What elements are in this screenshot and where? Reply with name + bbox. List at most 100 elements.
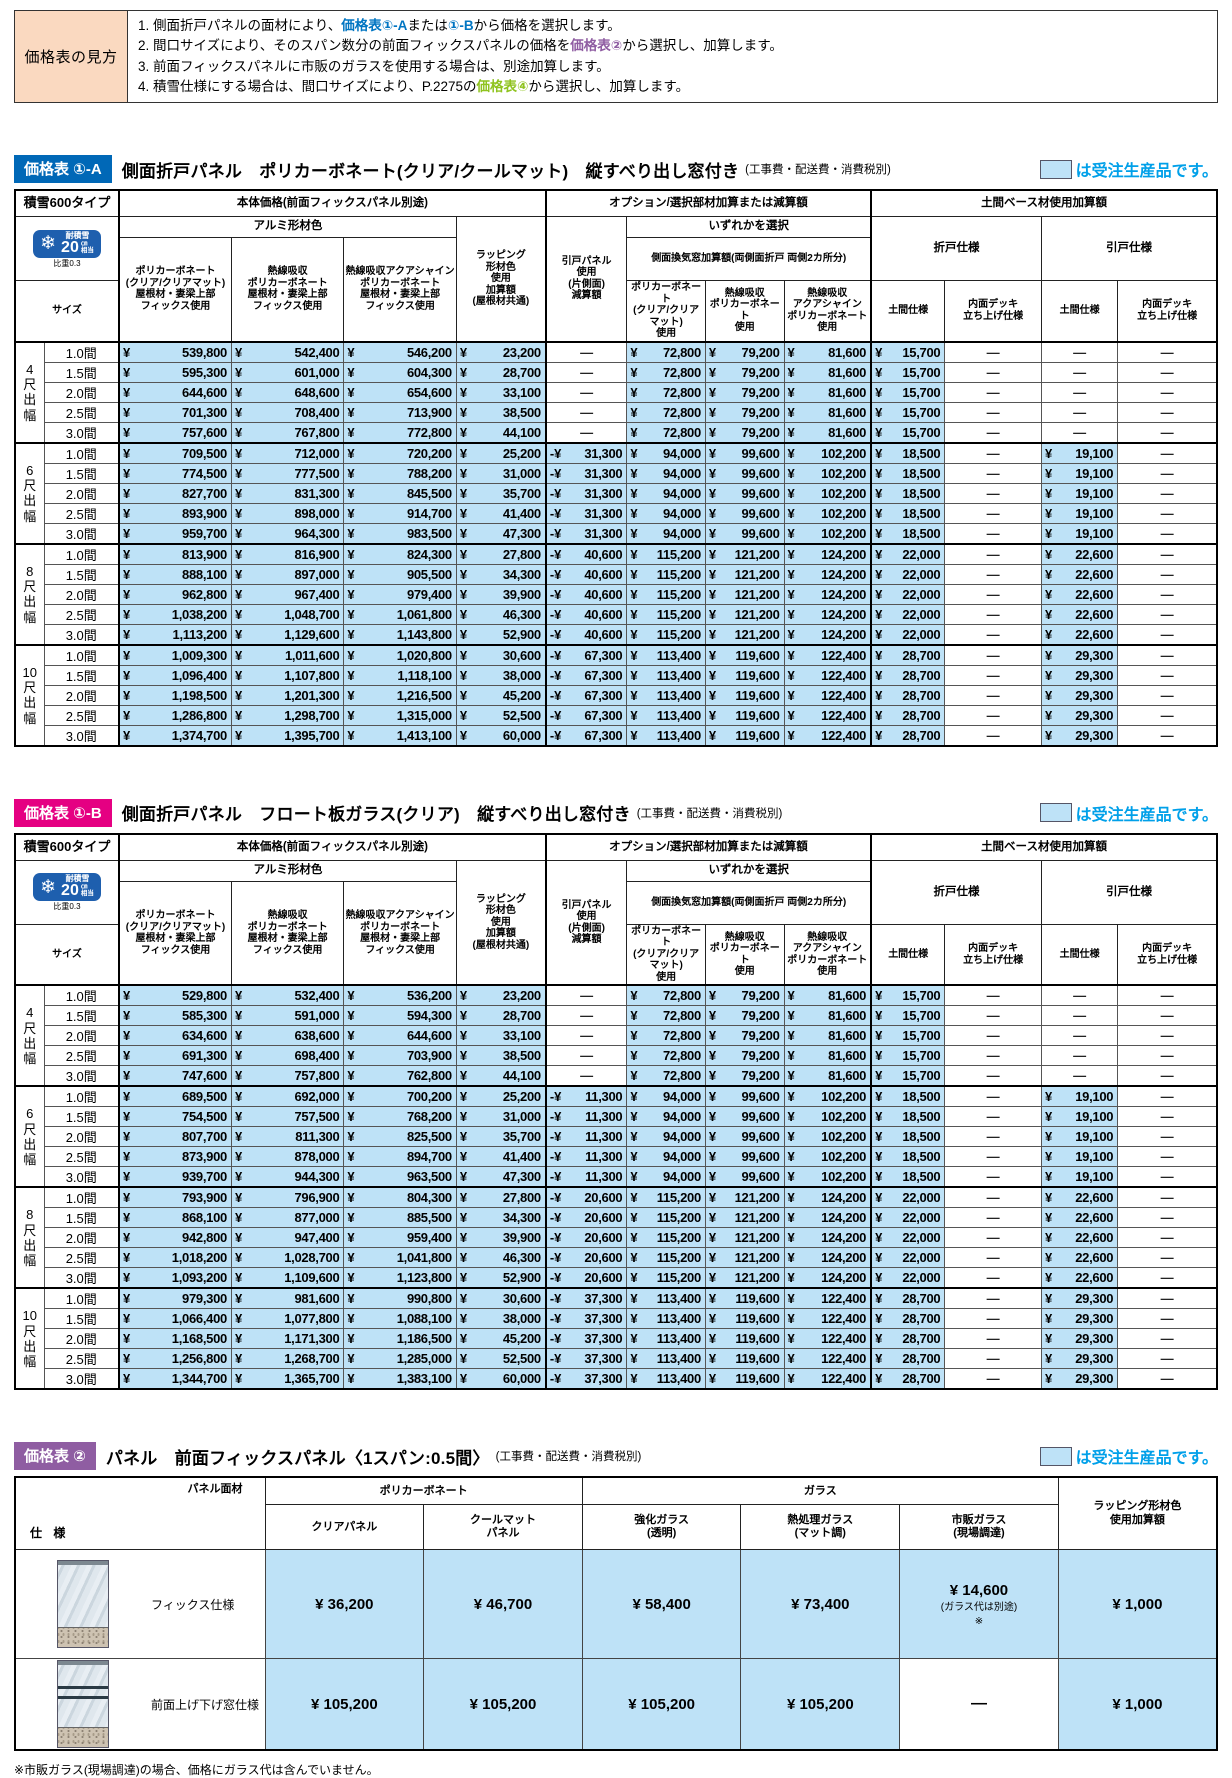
price-cell: ¥81,600 xyxy=(783,1065,872,1087)
price-cell: ¥47,300 xyxy=(455,1166,547,1188)
price-cell: ¥768,200 xyxy=(343,1106,457,1128)
price-cell: ¥967,400 xyxy=(230,583,345,605)
size-group-label: 4 尺 出 幅 xyxy=(14,984,45,1087)
size-header: サイズ xyxy=(14,280,120,343)
span-size-cell: 3.0間 xyxy=(43,1267,120,1289)
price-cell: ¥79,200 xyxy=(704,984,785,1007)
table-row: 1.5間 ¥774,500 ¥777,500 ¥788,200 ¥31,000 -¥ 31,… xyxy=(15,462,1218,484)
price-cell: — xyxy=(1117,623,1218,646)
price-cell: ¥19,100 xyxy=(1041,1106,1119,1128)
price-cell: ¥595,300 xyxy=(117,361,232,383)
price-cell: ¥709,500 xyxy=(117,441,232,464)
price-cell: ¥115,200 xyxy=(626,1227,706,1249)
price-cell: ¥754,500 xyxy=(117,1106,232,1128)
deck-header: 内面デッキ 立ち上げ仕様 xyxy=(944,923,1043,986)
price-cell: ¥38,500 xyxy=(455,401,547,423)
price-cell: ¥831,300 xyxy=(230,482,345,504)
spec-label-cell: 前面上げ下げ窓仕様 xyxy=(14,1658,266,1751)
price-cell: -¥ 31,300 xyxy=(544,462,628,484)
price-cell: ¥121,200 xyxy=(704,542,785,565)
price-cell: -¥ 67,300 xyxy=(544,724,628,747)
price-cell: — xyxy=(1117,542,1218,565)
price-cell: ¥102,200 xyxy=(783,462,872,484)
price-cell: ¥47,300 xyxy=(455,522,547,545)
price-cell: ¥72,800 xyxy=(626,1025,706,1047)
size-header: サイズ xyxy=(14,923,120,986)
price-cell: ¥122,400 xyxy=(783,1368,872,1390)
price-cell: ¥99,600 xyxy=(704,1166,785,1188)
price-cell: -¥ 67,300 xyxy=(544,684,628,706)
deck-header: 内面デッキ 立ち上げ仕様 xyxy=(944,280,1043,343)
price-cell: ¥18,500 xyxy=(870,1166,946,1188)
price-cell: ¥81,600 xyxy=(783,421,872,444)
price-cell: ¥ 105,200 xyxy=(581,1658,742,1751)
price-cell: ¥788,200 xyxy=(343,462,457,484)
price-cell: — xyxy=(944,421,1043,444)
price-cell: ¥15,700 xyxy=(870,381,946,403)
span-size-cell: 1.5間 xyxy=(43,1106,120,1128)
price-cell: ¥585,300 xyxy=(117,1005,232,1027)
hikido-panel-header: 引戸パネル 使用 (片側面) 減算額 xyxy=(544,859,628,986)
howto-line: 3. 前面フィックスパネルに市販のガラスを使用する場合は、別途加算します。 xyxy=(138,57,1207,77)
price-cell: ¥536,200 xyxy=(343,984,457,1007)
snow-badge-right: 耐積雪 20 ㎝ 相当 xyxy=(61,230,94,256)
price-cell: ¥72,800 xyxy=(626,340,706,363)
price-cell: ¥124,200 xyxy=(783,623,872,646)
glass-area xyxy=(58,1561,108,1628)
price-cell: ¥804,300 xyxy=(343,1186,457,1209)
price-cell: -¥ 40,600 xyxy=(544,603,628,625)
price-cell: ¥113,400 xyxy=(626,643,706,666)
price-cell: ¥22,600 xyxy=(1041,1227,1119,1249)
price-cell: ¥28,700 xyxy=(870,1328,946,1350)
price-cell: -¥ 20,600 xyxy=(544,1186,628,1209)
price-cell: — xyxy=(1117,1085,1218,1108)
price-cell: ¥72,800 xyxy=(626,381,706,403)
span-size-cell: 2.5間 xyxy=(43,502,120,524)
span-size-cell: 2.0間 xyxy=(43,1328,120,1350)
price-cell: ¥1,011,600 xyxy=(230,643,345,666)
price-cell: ¥15,700 xyxy=(870,1025,946,1047)
price-cell: ¥29,300 xyxy=(1041,1308,1119,1330)
price-cell: ¥52,500 xyxy=(455,1348,547,1370)
price-cell: ¥638,600 xyxy=(230,1025,345,1047)
wrap-color-header: ラッピング 形材色 使用 加算額 (屋根材共通) xyxy=(455,215,547,343)
price-cell: — xyxy=(1117,984,1218,1007)
price-cell: — xyxy=(1041,401,1119,423)
price-cell: — xyxy=(1041,1045,1119,1067)
diagonal-corner-cell: パネル面材 仕 様 xyxy=(14,1476,266,1551)
price-cell: ¥52,900 xyxy=(455,1267,547,1289)
table-row: 3.0間 ¥939,700 ¥944,300 ¥963,500 ¥47,300 -¥ 11,… xyxy=(15,1166,1218,1188)
price-cell: ¥644,600 xyxy=(343,1025,457,1047)
price-cell: — xyxy=(1117,724,1218,747)
price-cell: ¥1,286,800 xyxy=(117,704,232,726)
price-cell: ¥22,000 xyxy=(870,583,946,605)
price-cell: ¥34,300 xyxy=(455,563,547,585)
price-cell: ¥539,800 xyxy=(117,340,232,363)
price-cell: — xyxy=(1117,1368,1218,1390)
price-cell: ¥893,900 xyxy=(117,502,232,524)
price-cell: ¥1,344,700 xyxy=(117,1368,232,1390)
table-row: 3.0間 ¥1,344,700 ¥1,365,700 ¥1,383,100 ¥60,00… xyxy=(15,1368,1218,1390)
price-cell: ¥122,400 xyxy=(783,684,872,706)
body-price-group-header: 本体価格(前面フィックスパネル別途) xyxy=(117,833,547,861)
price-cell: ¥885,500 xyxy=(343,1207,457,1229)
price-cell: ¥757,500 xyxy=(230,1106,345,1128)
price-cell: ¥81,600 xyxy=(783,381,872,403)
price-cell: ¥124,200 xyxy=(783,1227,872,1249)
price-cell: ¥824,300 xyxy=(343,542,457,565)
section-note: (工事費・配送費・消費税別) xyxy=(745,164,891,176)
price-cell: — xyxy=(1117,1065,1218,1087)
price-cell: ¥121,200 xyxy=(704,583,785,605)
vent-poly-header: ポリカーボネート (クリア/クリアマット) 使用 xyxy=(626,923,706,986)
price-cell: ¥31,000 xyxy=(455,462,547,484)
price-cell: ¥119,600 xyxy=(704,704,785,726)
table-row: 10 尺 出 幅 1.0間 ¥979,300 ¥981,600 ¥990,800 ¥30,… xyxy=(14,1287,1218,1390)
price-cell: — xyxy=(1117,1186,1218,1209)
span-size-cell: 2.0間 xyxy=(43,381,120,403)
price-cell: ¥31,000 xyxy=(455,1106,547,1128)
price-cell: ¥79,200 xyxy=(704,1045,785,1067)
price-cell: ¥888,100 xyxy=(117,563,232,585)
price-cell: — xyxy=(944,1126,1043,1148)
orito-style-header: 折戸仕様 xyxy=(870,859,1043,925)
price-cell: ¥115,200 xyxy=(626,623,706,646)
